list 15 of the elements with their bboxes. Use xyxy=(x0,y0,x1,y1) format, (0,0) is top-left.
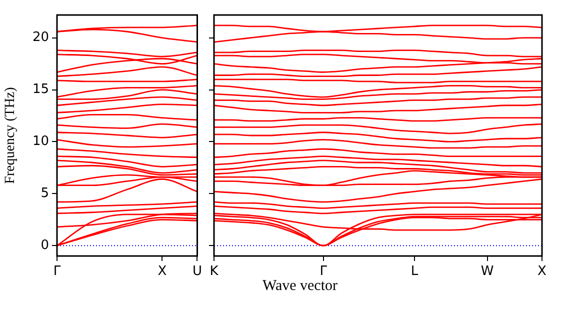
x-tick-label: U xyxy=(192,264,202,280)
x-tick-label: L xyxy=(410,264,419,280)
y-tick-label: 10 xyxy=(32,134,49,150)
y-tick-label: 20 xyxy=(32,30,49,46)
y-tick-label: 15 xyxy=(32,82,49,98)
x-tick-label: W xyxy=(480,264,494,280)
x-tick-label: X xyxy=(538,264,547,280)
x-tick-label: Γ xyxy=(320,264,328,280)
x-tick-label: Γ xyxy=(53,264,62,280)
x-tick-label: K xyxy=(210,264,219,280)
y-tick-label: 0 xyxy=(40,238,49,253)
y-axis-title: Frequency (THz) xyxy=(3,86,18,184)
x-tick-label: X xyxy=(158,264,167,280)
x-axis-title: Wave vector xyxy=(262,278,338,295)
y-tick-label: 5 xyxy=(40,186,49,202)
